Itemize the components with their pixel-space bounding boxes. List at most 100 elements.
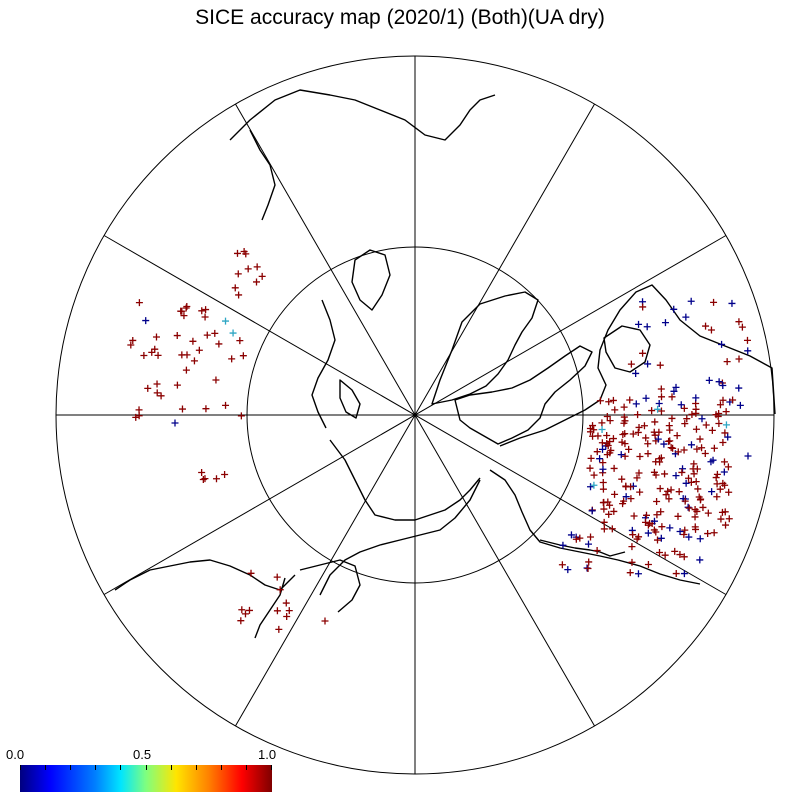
accuracy-marker	[603, 412, 611, 420]
accuracy-marker	[634, 570, 642, 578]
accuracy-marker	[655, 400, 663, 408]
accuracy-marker	[690, 460, 698, 468]
accuracy-marker	[234, 270, 242, 278]
accuracy-marker	[611, 490, 619, 498]
accuracy-marker	[680, 404, 688, 412]
accuracy-marker	[240, 247, 248, 255]
accuracy-marker	[135, 412, 143, 420]
accuracy-marker	[693, 445, 701, 453]
accuracy-marker	[657, 407, 665, 415]
accuracy-marker	[596, 397, 604, 405]
accuracy-marker	[622, 493, 630, 501]
colorbar-tick	[70, 765, 72, 770]
accuracy-marker	[694, 485, 702, 493]
accuracy-marker	[182, 304, 190, 312]
accuracy-marker	[682, 313, 690, 321]
accuracy-marker	[621, 452, 629, 460]
accuracy-marker	[668, 393, 676, 401]
accuracy-marker	[653, 536, 661, 544]
accuracy-marker	[587, 533, 595, 541]
accuracy-marker	[661, 319, 669, 327]
accuracy-marker	[690, 470, 698, 478]
accuracy-marker	[173, 381, 181, 389]
accuracy-marker	[698, 415, 706, 423]
accuracy-marker	[667, 444, 675, 452]
accuracy-marker	[202, 306, 210, 314]
accuracy-marker	[211, 329, 219, 337]
accuracy-marker	[665, 495, 673, 503]
accuracy-marker	[657, 385, 665, 393]
accuracy-marker	[640, 422, 648, 430]
coastline-siberia	[329, 439, 481, 521]
accuracy-marker	[215, 340, 223, 348]
accuracy-marker	[698, 444, 706, 452]
accuracy-marker	[599, 465, 607, 473]
coastline-okhotsk	[299, 559, 361, 613]
accuracy-marker	[643, 323, 651, 331]
accuracy-marker	[237, 412, 245, 420]
accuracy-marker	[199, 476, 207, 484]
accuracy-marker	[744, 452, 752, 460]
accuracy-marker	[236, 337, 244, 345]
accuracy-marker	[132, 413, 140, 421]
accuracy-marker	[190, 357, 198, 365]
accuracy-marker	[667, 486, 675, 494]
accuracy-marker	[127, 341, 135, 349]
accuracy-marker	[724, 433, 732, 441]
accuracy-marker	[639, 349, 647, 357]
accuracy-marker	[702, 421, 710, 429]
accuracy-marker	[710, 298, 718, 306]
accuracy-marker	[720, 468, 728, 476]
accuracy-marker	[691, 513, 699, 521]
accuracy-marker	[600, 518, 608, 526]
accuracy-marker	[653, 511, 661, 519]
accuracy-marker	[705, 376, 713, 384]
accuracy-marker	[676, 527, 684, 535]
coastline-east-asia-lower	[114, 559, 296, 591]
accuracy-marker	[717, 515, 725, 523]
accuracy-marker	[725, 515, 733, 523]
meridian-line	[103, 235, 727, 595]
accuracy-marker	[221, 471, 229, 479]
accuracy-marker	[178, 405, 186, 413]
accuracy-marker	[685, 504, 693, 512]
accuracy-marker	[644, 560, 652, 568]
accuracy-marker	[273, 573, 281, 581]
accuracy-marker	[564, 566, 572, 574]
accuracy-marker	[696, 556, 704, 564]
accuracy-marker	[646, 519, 654, 527]
accuracy-marker	[680, 446, 688, 454]
accuracy-marker	[692, 394, 700, 402]
coastline-europe-west	[311, 299, 336, 429]
accuracy-marker	[658, 523, 666, 531]
accuracy-marker	[567, 531, 575, 539]
accuracy-marker	[635, 423, 643, 431]
accuracy-marker	[593, 547, 601, 555]
accuracy-marker	[680, 553, 688, 561]
colorbar-tick	[45, 765, 47, 770]
accuracy-marker	[626, 569, 634, 577]
accuracy-marker	[719, 382, 727, 390]
accuracy-marker	[680, 570, 688, 578]
accuracy-marker	[724, 463, 732, 471]
accuracy-marker	[238, 606, 246, 614]
accuracy-marker	[605, 510, 613, 518]
accuracy-marker	[650, 428, 658, 436]
accuracy-marker	[639, 303, 647, 311]
colorbar-tick	[170, 765, 172, 770]
accuracy-marker	[285, 607, 293, 615]
accuracy-marker	[247, 569, 255, 577]
accuracy-marker	[722, 421, 730, 429]
accuracy-marker	[620, 497, 628, 505]
accuracy-marker	[212, 475, 220, 483]
accuracy-marker	[688, 410, 696, 418]
accuracy-markers	[127, 247, 752, 633]
accuracy-marker	[696, 535, 704, 543]
accuracy-marker	[719, 479, 727, 487]
colorbar-label-min: 0.0	[6, 747, 25, 762]
accuracy-marker	[241, 610, 249, 618]
colorbar-label-max: 1.0	[258, 747, 277, 762]
accuracy-marker	[625, 445, 633, 453]
accuracy-marker	[228, 355, 236, 363]
accuracy-marker	[135, 406, 143, 414]
